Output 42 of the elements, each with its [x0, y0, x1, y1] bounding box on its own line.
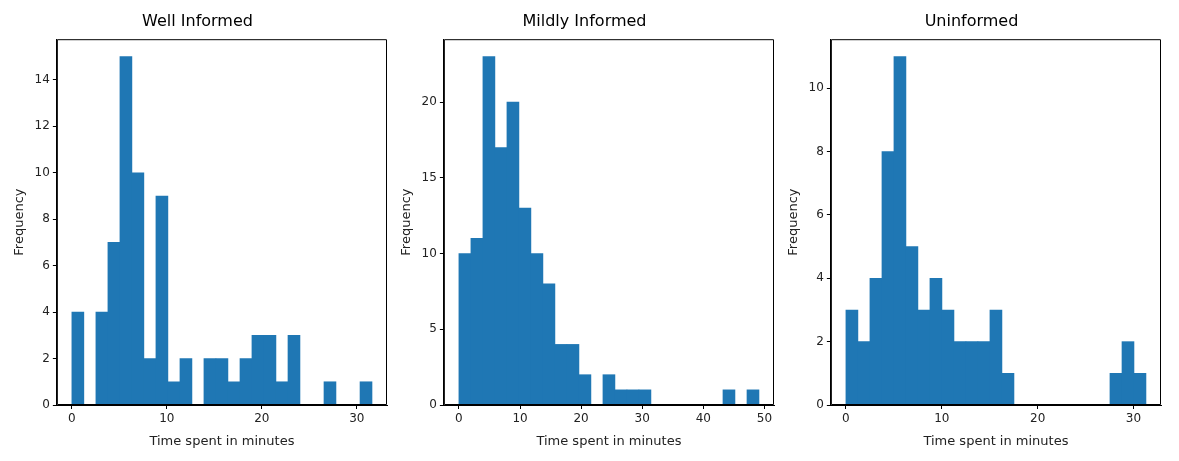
y-tick-label: 0 [816, 397, 824, 412]
y-tick-label: 10 [421, 245, 437, 260]
y-tick-label: 0 [429, 397, 437, 412]
x-tick-label: 30 [634, 411, 650, 426]
x-tick-label: 50 [756, 411, 773, 426]
x-tick-label: 30 [349, 411, 365, 426]
x-axis-title: Time spent in minutes [535, 432, 682, 448]
y-tick-label: 2 [42, 350, 50, 365]
x-tick-label: 20 [1029, 411, 1046, 426]
y-tick-label: 10 [808, 80, 824, 95]
y-tick-label: 4 [816, 270, 824, 285]
y-tick-label: 2 [816, 333, 824, 348]
y-tick-label: 6 [42, 257, 50, 272]
y-tick-label: 10 [34, 164, 50, 179]
x-tick-label: 40 [695, 411, 711, 426]
chart-title: Well Informed [142, 10, 253, 30]
x-tick-label: 0 [455, 411, 463, 426]
x-tick-label: 20 [573, 411, 589, 426]
x-tick-label: 20 [254, 411, 270, 426]
chart-title: Mildly Informed [522, 10, 647, 30]
y-tick-label: 12 [34, 118, 50, 133]
x-axis-title: Time spent in minutes [922, 432, 1069, 448]
y-tick-label: 8 [816, 143, 824, 158]
x-axis-title: Time spent in minutes [148, 432, 295, 448]
y-tick-label: 14 [34, 71, 50, 86]
y-tick-label: 4 [42, 304, 50, 319]
chart-title: Uninformed [924, 10, 1019, 30]
y-axis-title: Frequency [785, 188, 801, 256]
x-tick-label: 10 [934, 411, 950, 426]
x-tick-label: 10 [512, 411, 528, 426]
y-axis-title: Frequency [398, 188, 414, 256]
x-tick-label: 30 [1125, 411, 1142, 426]
y-tick-label: 6 [816, 207, 824, 222]
y-tick-label: 20 [421, 94, 437, 109]
x-tick-label: 0 [842, 411, 850, 426]
x-tick-label: 10 [159, 411, 175, 426]
y-tick-label: 0 [42, 397, 50, 412]
y-tick-label: 15 [421, 169, 437, 184]
y-axis-title: Frequency [11, 188, 27, 256]
y-tick-label: 5 [429, 321, 437, 336]
y-tick-label: 8 [42, 211, 50, 226]
x-tick-label: 0 [68, 411, 76, 426]
